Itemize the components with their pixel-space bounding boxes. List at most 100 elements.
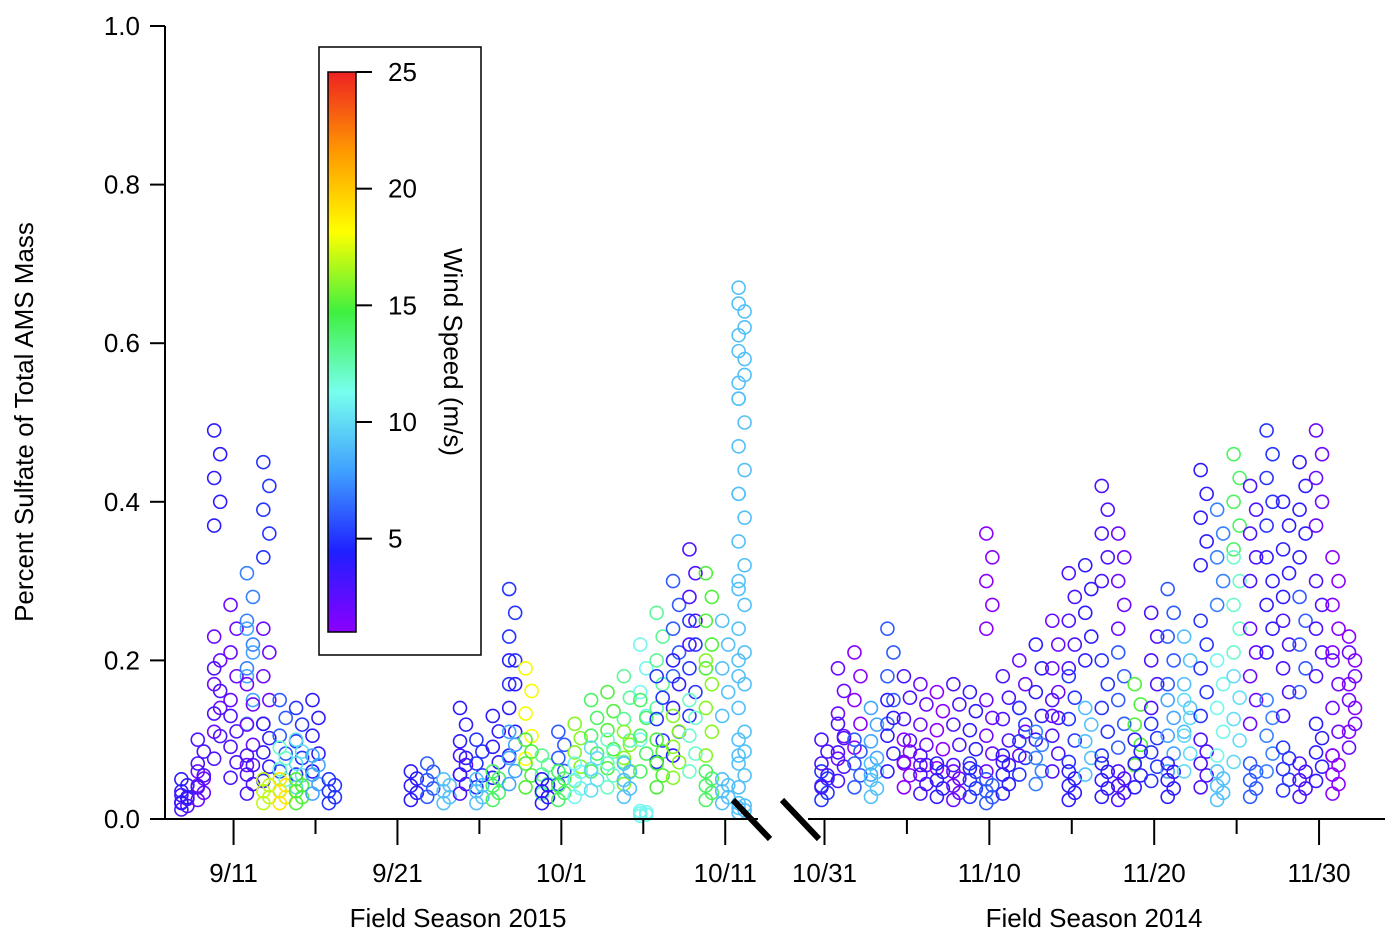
scatter-marker xyxy=(995,711,1011,727)
scatter-marker xyxy=(1308,470,1324,486)
scatter-point xyxy=(1226,668,1247,770)
scatter-marker xyxy=(206,518,222,533)
scatter-marker xyxy=(1298,661,1313,676)
scatter-marker xyxy=(671,597,687,613)
scatter-marker xyxy=(212,494,228,510)
scatter-point xyxy=(731,653,752,763)
y-tick-label: 0.6 xyxy=(104,328,140,358)
scatter-marker xyxy=(704,724,720,740)
scatter-marker xyxy=(1325,550,1340,565)
scatter-point xyxy=(1275,740,1297,798)
scatter-point xyxy=(1110,526,1132,636)
scatter-marker xyxy=(1083,581,1099,597)
axis-break-mark-right xyxy=(779,797,822,842)
scatter-point xyxy=(863,756,885,805)
scatter-marker xyxy=(836,683,852,699)
scatter-marker xyxy=(1209,502,1225,518)
x-ticks: 9/11 9/21 10/1 10/11 10/31 11/10 11/20 11/30 xyxy=(209,819,1351,888)
scatter-marker xyxy=(1028,750,1044,766)
scatter-marker xyxy=(682,764,697,779)
scatter-marker xyxy=(853,716,868,732)
scatter-marker xyxy=(638,710,654,726)
scatter-marker xyxy=(1018,676,1033,692)
scatter-marker xyxy=(1193,756,1208,771)
scatter-marker xyxy=(1226,446,1241,462)
scatter-marker xyxy=(223,597,238,613)
scatter-marker xyxy=(1160,581,1175,597)
scatter-marker xyxy=(714,795,730,811)
scatter-point xyxy=(880,692,901,779)
scatter-marker xyxy=(1166,605,1181,621)
scatter-point xyxy=(1061,565,1083,676)
colorbar-tick-label: 20 xyxy=(388,174,417,204)
scatter-marker xyxy=(1215,526,1231,541)
scatter-marker xyxy=(665,770,681,786)
scatter-marker xyxy=(1133,744,1149,759)
scatter-marker xyxy=(1298,613,1313,629)
data-points xyxy=(174,280,1363,824)
scatter-marker xyxy=(1193,732,1208,748)
scatter-marker xyxy=(1265,446,1280,462)
scatter-marker xyxy=(1209,653,1225,668)
x-tick-label: 10/1 xyxy=(536,858,587,888)
scatter-marker xyxy=(1275,740,1291,755)
scatter-marker xyxy=(1077,605,1093,621)
scatter-marker xyxy=(1275,661,1291,676)
scatter-point xyxy=(929,756,951,805)
scatter-point xyxy=(436,772,457,811)
scatter-marker xyxy=(1044,764,1060,779)
scatter-marker xyxy=(1232,470,1247,486)
scatter-marker xyxy=(1044,661,1060,676)
scatter-marker xyxy=(665,573,681,589)
y-tick-label: 0.8 xyxy=(104,170,140,200)
x-tick-label: 11/30 xyxy=(1287,858,1350,888)
scatter-marker xyxy=(501,750,517,766)
scatter-marker xyxy=(206,706,222,721)
scatter-marker xyxy=(731,280,746,295)
scatter-point xyxy=(1242,756,1264,805)
scatter-marker xyxy=(1292,502,1307,518)
y-tick-label: 0.2 xyxy=(104,645,140,675)
scatter-marker xyxy=(1347,668,1363,684)
scatter-marker xyxy=(1308,773,1324,789)
colorbar-ticks: 5 10 15 20 25 xyxy=(356,57,417,554)
scatter-point xyxy=(649,732,670,795)
colorbar-gradient xyxy=(327,71,357,633)
scatter-marker xyxy=(1116,597,1132,613)
scatter-marker xyxy=(1275,494,1291,510)
scatter-marker xyxy=(985,597,1000,613)
scatter-marker xyxy=(1331,757,1346,773)
scatter-marker xyxy=(239,676,255,692)
scatter-point xyxy=(1242,478,1264,589)
scatter-marker xyxy=(737,676,752,692)
scatter-marker xyxy=(995,668,1011,684)
scatter-marker xyxy=(1308,668,1324,684)
scatter-marker xyxy=(1176,676,1192,692)
scatter-marker xyxy=(524,744,539,759)
y-tick-label: 0.0 xyxy=(104,804,140,834)
scatter-marker xyxy=(1292,637,1307,652)
scatter-marker xyxy=(1242,478,1258,494)
scatter-marker xyxy=(1077,557,1093,573)
scatter-point xyxy=(1308,716,1330,789)
scatter-point xyxy=(979,692,1000,779)
scatter-point xyxy=(1292,454,1313,565)
scatter-marker xyxy=(229,668,244,684)
scatter-marker xyxy=(847,645,862,660)
x-tick-label: 11/20 xyxy=(1123,858,1186,888)
scatter-marker xyxy=(288,795,304,811)
scatter-marker xyxy=(196,744,212,759)
scatter-marker xyxy=(1331,776,1346,792)
scatter-marker xyxy=(573,730,589,746)
scatter-marker xyxy=(311,746,326,761)
scatter-marker xyxy=(1182,653,1198,668)
scatter-marker xyxy=(1012,700,1027,716)
scatter-marker xyxy=(1077,733,1093,749)
scatter-marker xyxy=(1149,730,1165,746)
scatter-marker xyxy=(655,690,670,705)
scatter-marker xyxy=(583,761,599,777)
scatter-marker xyxy=(1166,653,1181,668)
axis-break-mark-left xyxy=(730,797,773,842)
scatter-marker xyxy=(830,716,846,732)
scatter-marker xyxy=(830,745,846,760)
